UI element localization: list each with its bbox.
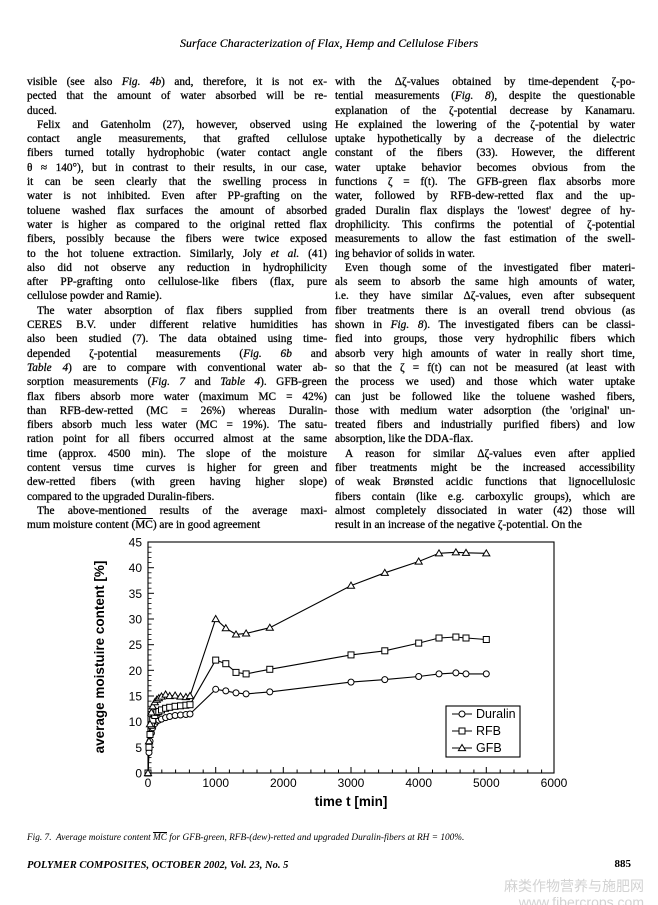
- svg-text:average moistuire content [%]: average moistuire content [%]: [92, 561, 107, 754]
- svg-text:2000: 2000: [270, 776, 297, 790]
- svg-text:30: 30: [129, 613, 143, 627]
- svg-text:1000: 1000: [202, 776, 229, 790]
- svg-text:0: 0: [135, 767, 142, 781]
- svg-text:3000: 3000: [338, 776, 365, 790]
- svg-text:35: 35: [129, 587, 143, 601]
- svg-text:40: 40: [129, 561, 143, 575]
- svg-text:RFB: RFB: [476, 724, 501, 738]
- svg-text:15: 15: [129, 690, 143, 704]
- svg-text:time t [min]: time t [min]: [315, 794, 388, 809]
- svg-text:GFB: GFB: [476, 741, 502, 755]
- svg-text:4000: 4000: [405, 776, 432, 790]
- svg-text:6000: 6000: [541, 776, 568, 790]
- svg-text:10: 10: [129, 715, 143, 729]
- svg-text:0: 0: [145, 776, 152, 790]
- svg-text:Duralin: Duralin: [476, 707, 516, 721]
- svg-text:45: 45: [129, 536, 143, 550]
- svg-text:20: 20: [129, 664, 143, 678]
- svg-text:5000: 5000: [473, 776, 500, 790]
- svg-text:25: 25: [129, 638, 143, 652]
- svg-text:5: 5: [135, 741, 142, 755]
